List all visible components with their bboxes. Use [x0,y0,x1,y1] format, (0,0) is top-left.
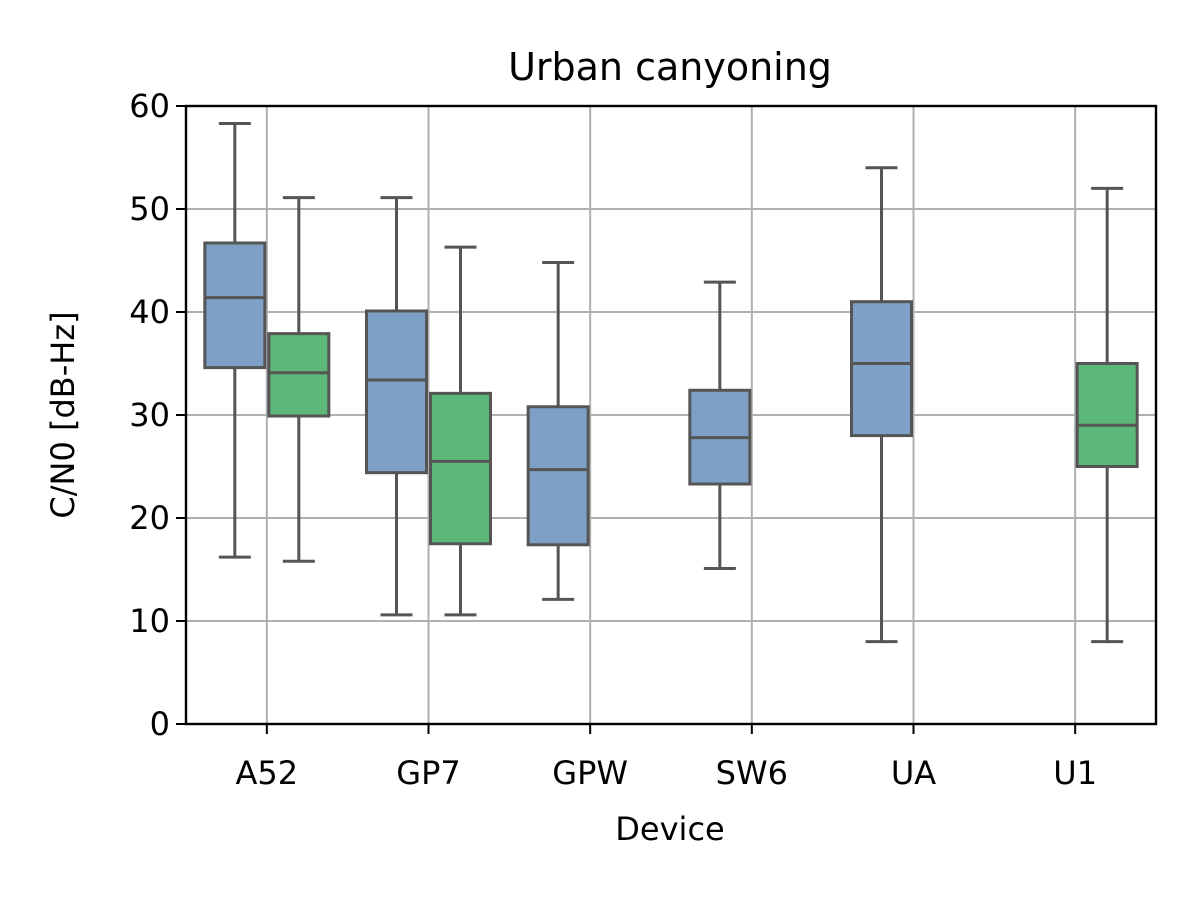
x-tick-label: UA [891,754,936,792]
iqr-box [526,405,590,547]
y-axis-title: C/N0 [dB-Hz] [44,311,82,518]
x-tick-label: U1 [1053,754,1097,792]
x-tick-label: GP7 [396,754,460,792]
iqr-box [267,332,331,418]
iqr-box [1075,362,1139,468]
y-tick-label: 60 [129,87,170,125]
box-gpw-series-1 [526,261,590,601]
x-tick-label: A52 [236,754,299,792]
y-tick-label: 20 [129,499,170,537]
box-a52-series-2 [267,196,331,563]
iqr-box [429,391,492,546]
iqr-box [365,309,428,475]
axis-ticks: 0 10 20 30 40 50 60 A52 GP7 GPW SW6 UA U1 [129,87,1097,792]
box-ua-series-1 [850,166,913,644]
box-gp7-series-2 [429,245,492,617]
grid-lines [186,105,1156,725]
y-tick-label: 0 [150,705,170,743]
x-axis-title: Device [615,810,724,848]
chart-title: Urban canyoning [508,45,832,89]
box-marks [203,122,1139,644]
iqr-box [203,241,267,370]
box-sw6-series-1 [688,280,752,570]
y-tick-label: 50 [129,190,170,228]
box-a52-series-1 [203,122,267,559]
y-tick-label: 40 [129,293,170,331]
iqr-box [850,300,913,438]
x-tick-label: GPW [552,754,628,792]
box-u1-series-2 [1075,186,1139,644]
box-gp7-series-1 [365,196,428,617]
y-tick-label: 10 [129,602,170,640]
x-tick-label: SW6 [716,754,788,792]
y-tick-label: 30 [129,396,170,434]
